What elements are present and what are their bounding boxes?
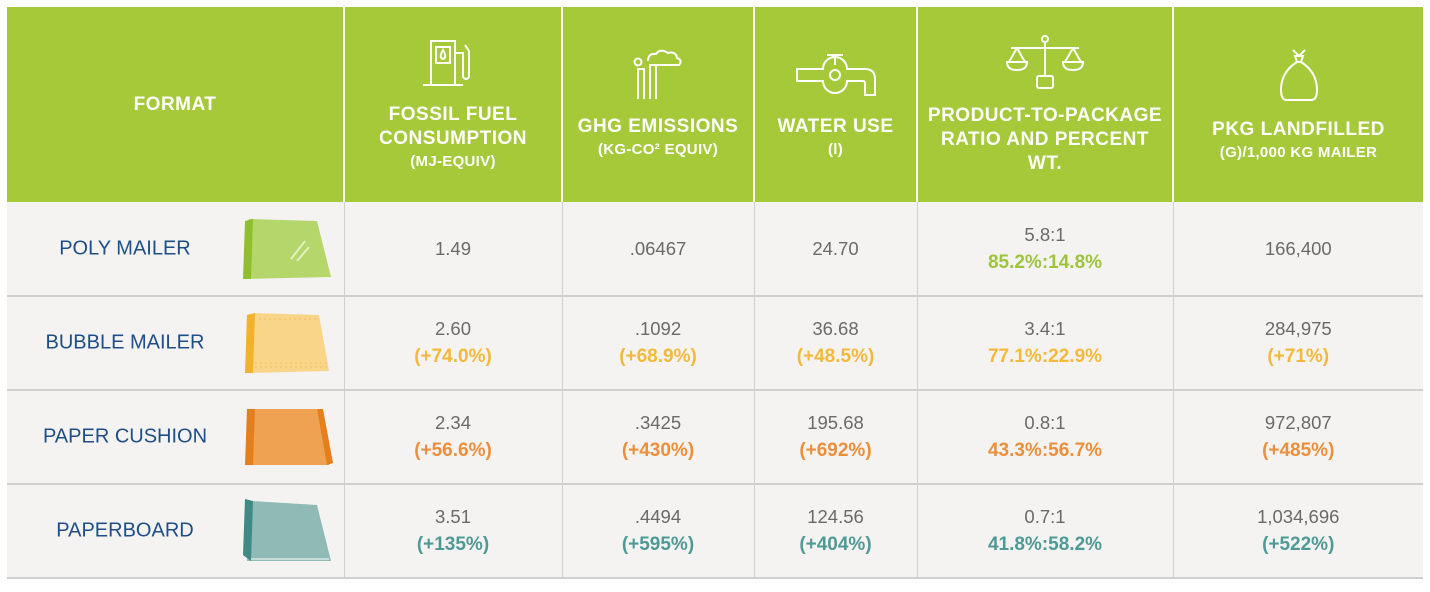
ghg-pct-paper: (+430%) <box>621 440 695 461</box>
fossil-fuel-paper: 2.34 (+56.6%) <box>343 390 562 485</box>
table-row-paper-cushion: PAPER CUSHION 2.34 (+56.6%) .3425 (+430%… <box>7 390 1423 485</box>
ratio-bubble: 3.4:1 77.1%:22.9% <box>916 296 1173 391</box>
water-poly: 24.70 <box>753 202 917 297</box>
table-row-poly-mailer: POLY MAILER 1.49 .06467 24.70 5.8:1 85.2… <box>7 202 1423 297</box>
format-name-paper: PAPER CUSHION <box>42 425 208 448</box>
ghg-value-poly: .06467 <box>629 237 687 259</box>
fossil-fuel-pct-bubble: (+74.0%) <box>414 346 492 367</box>
fossil-fuel-value-bubble: 2.60 <box>434 318 471 339</box>
format-cell-poly: POLY MAILER <box>7 202 344 297</box>
fuel-pump-icon <box>423 39 470 86</box>
ghg-value-bubble: .1092 <box>634 318 682 339</box>
format-cell-paper: PAPER CUSHION <box>7 390 344 485</box>
trash-bag-icon <box>1279 48 1318 101</box>
percent-wt-paper: 43.3%:56.7% <box>987 440 1103 461</box>
water-faucet-icon <box>795 53 876 96</box>
landfilled-paperboard: 1,034,696 (+522%) <box>1172 484 1423 579</box>
packaging-comparison-table: FORMAT FOSSIL FUEL CONSUMPTION (MJ-EQUIV… <box>7 7 1423 579</box>
landfilled-pct-bubble: (+71%) <box>1267 346 1330 367</box>
comparison-table-wrap: FORMAT FOSSIL FUEL CONSUMPTION (MJ-EQUIV… <box>7 7 1423 585</box>
paperboard-icon <box>243 499 331 561</box>
water-pct-paperboard: (+404%) <box>799 534 872 555</box>
header-fossil-fuel-title: FOSSIL FUEL CONSUMPTION <box>379 103 527 149</box>
ratio-paperboard: 0.7:1 41.8%:58.2% <box>916 484 1173 579</box>
ghg-poly: .06467 <box>561 202 754 297</box>
ratio-paper: 0.8:1 43.3%:56.7% <box>916 390 1173 485</box>
header-fossil-fuel-unit: (MJ-EQUIV) <box>410 152 496 170</box>
water-value-bubble: 36.68 <box>812 318 859 339</box>
header-landfilled: PKG LANDFILLED (G)/1,000 KG MAILER <box>1172 7 1423 202</box>
water-bubble: 36.68 (+48.5%) <box>753 296 917 391</box>
fossil-fuel-paperboard: 3.51 (+135%) <box>343 484 562 579</box>
fossil-fuel-pct-paper: (+56.6%) <box>414 440 492 461</box>
ghg-pct-paperboard: (+595%) <box>621 534 695 555</box>
percent-wt-paperboard: 41.8%:58.2% <box>987 534 1103 555</box>
header-row: FORMAT FOSSIL FUEL CONSUMPTION (MJ-EQUIV… <box>7 7 1423 202</box>
fossil-fuel-bubble: 2.60 (+74.0%) <box>343 296 562 391</box>
header-ratio-title: PRODUCT-TO-PACKAGE RATIO AND PERCENT WT. <box>927 104 1163 174</box>
table-row-paperboard: PAPERBOARD 3.51 (+135%) .4494 (+595%) 12… <box>7 484 1423 579</box>
landfilled-pct-paper: (+485%) <box>1262 440 1335 461</box>
landfilled-pct-paperboard: (+522%) <box>1262 534 1335 555</box>
percent-wt-poly: 85.2%:14.8% <box>987 251 1103 273</box>
landfilled-bubble: 284,975 (+71%) <box>1172 296 1423 391</box>
header-water: WATER USE (l) <box>753 7 917 202</box>
landfilled-value-bubble: 284,975 <box>1264 318 1332 339</box>
water-paper: 195.68 (+692%) <box>753 390 917 485</box>
landfilled-value-paperboard: 1,034,696 <box>1257 506 1340 527</box>
header-water-title: WATER USE <box>777 115 894 137</box>
factory-emissions-icon <box>633 49 682 99</box>
water-pct-bubble: (+48.5%) <box>796 346 875 367</box>
fossil-fuel-poly: 1.49 <box>343 202 562 297</box>
fossil-fuel-value-paper: 2.34 <box>434 412 471 433</box>
format-cell-bubble: BUBBLE MAILER <box>7 296 344 391</box>
landfilled-value-poly: 166,400 <box>1264 237 1332 259</box>
percent-wt-bubble: 77.1%:22.9% <box>987 346 1103 367</box>
bubble-mailer-icon <box>245 313 329 373</box>
header-format-title: FORMAT <box>133 93 217 115</box>
ghg-paperboard: .4494 (+595%) <box>561 484 754 579</box>
ghg-bubble: .1092 (+68.9%) <box>561 296 754 391</box>
header-water-unit: (l) <box>827 140 844 158</box>
header-landfilled-title: PKG LANDFILLED <box>1212 118 1385 140</box>
header-ghg-title: GHG EMISSIONS <box>577 115 739 137</box>
balance-scale-icon <box>1005 34 1085 89</box>
format-name-paperboard: PAPERBOARD <box>56 519 194 542</box>
ratio-value-bubble: 3.4:1 <box>1024 318 1066 339</box>
format-name-bubble: BUBBLE MAILER <box>45 331 205 354</box>
header-ratio: PRODUCT-TO-PACKAGE RATIO AND PERCENT WT. <box>916 7 1173 202</box>
fossil-fuel-value-paperboard: 3.51 <box>434 506 471 527</box>
format-name-poly: POLY MAILER <box>59 237 191 259</box>
ghg-value-paperboard: .4494 <box>634 506 682 527</box>
ghg-pct-bubble: (+68.9%) <box>619 346 697 367</box>
fossil-fuel-value-poly: 1.49 <box>434 237 471 259</box>
ratio-value-paper: 0.8:1 <box>1024 412 1066 433</box>
ratio-poly: 5.8:1 85.2%:14.8% <box>916 202 1173 297</box>
water-value-paper: 195.68 <box>807 412 864 433</box>
paper-cushion-icon <box>245 409 333 465</box>
landfilled-value-paper: 972,807 <box>1264 412 1332 433</box>
header-format: FORMAT <box>7 7 344 202</box>
ratio-value-poly: 5.8:1 <box>1024 223 1066 245</box>
landfilled-poly: 166,400 <box>1172 202 1423 297</box>
header-ghg: GHG EMISSIONS (KG-CO² EQUIV) <box>561 7 754 202</box>
header-ghg-unit: (KG-CO² EQUIV) <box>597 140 719 158</box>
water-pct-paper: (+692%) <box>799 440 872 461</box>
poly-mailer-icon <box>243 218 331 279</box>
header-fossil-fuel: FOSSIL FUEL CONSUMPTION (MJ-EQUIV) <box>343 7 562 202</box>
water-paperboard: 124.56 (+404%) <box>753 484 917 579</box>
water-value-paperboard: 124.56 <box>807 506 864 527</box>
fossil-fuel-pct-paperboard: (+135%) <box>416 534 490 555</box>
ratio-value-paperboard: 0.7:1 <box>1024 506 1066 527</box>
water-value-poly: 24.70 <box>812 237 859 259</box>
ghg-paper: .3425 (+430%) <box>561 390 754 485</box>
format-cell-paperboard: PAPERBOARD <box>7 484 344 579</box>
landfilled-paper: 972,807 (+485%) <box>1172 390 1423 485</box>
header-landfilled-unit: (G)/1,000 KG MAILER <box>1219 143 1378 161</box>
table-row-bubble-mailer: BUBBLE MAILER 2.60 (+74.0%) .1092 (+68.9… <box>7 296 1423 391</box>
ghg-value-paper: .3425 <box>634 412 682 433</box>
